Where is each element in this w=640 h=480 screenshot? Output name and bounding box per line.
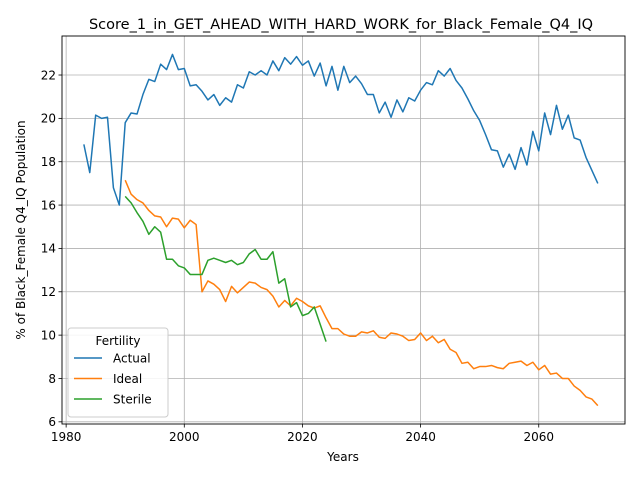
y-tick-label: 8 [48,372,56,386]
y-tick-label: 20 [41,112,56,126]
y-tick-label: 16 [41,198,56,212]
legend-label-actual: Actual [113,351,151,365]
x-tick-label: 2040 [405,430,436,444]
chart-title: Score_1_in_GET_AHEAD_WITH_HARD_WORK_for_… [89,17,593,33]
x-tick-label: 1980 [51,430,82,444]
y-tick-label: 6 [48,415,56,429]
legend-label-ideal: Ideal [113,372,142,386]
legend: Fertility Actual Ideal Sterile [67,327,169,418]
x-axis-label: Years [326,450,359,464]
y-tick-label: 22 [41,68,56,82]
x-axis: 1980 2000 2020 2040 2060 [51,424,554,444]
series-line-ideal [124,179,599,407]
y-tick-label: 14 [41,242,56,256]
legend-title: Fertility [95,334,140,348]
series-line-actual [83,53,599,206]
y-tick-label: 12 [41,285,56,299]
legend-label-sterile: Sterile [113,392,152,406]
y-axis-label: % of Black_Female Q4_IQ Population [14,120,28,339]
legend-box [67,327,169,418]
series-line-sterile [124,195,327,342]
legend-items: Actual Ideal Sterile [74,351,152,406]
x-tick-label: 2060 [523,430,554,444]
series-layer [83,53,599,407]
x-tick-label: 2020 [287,430,318,444]
y-tick-label: 18 [41,155,56,169]
x-tick-label: 2000 [169,430,200,444]
y-tick-label: 10 [41,328,56,342]
plot-frame [61,35,626,425]
y-axis: 6 8 10 12 14 16 18 20 22 [41,68,62,429]
